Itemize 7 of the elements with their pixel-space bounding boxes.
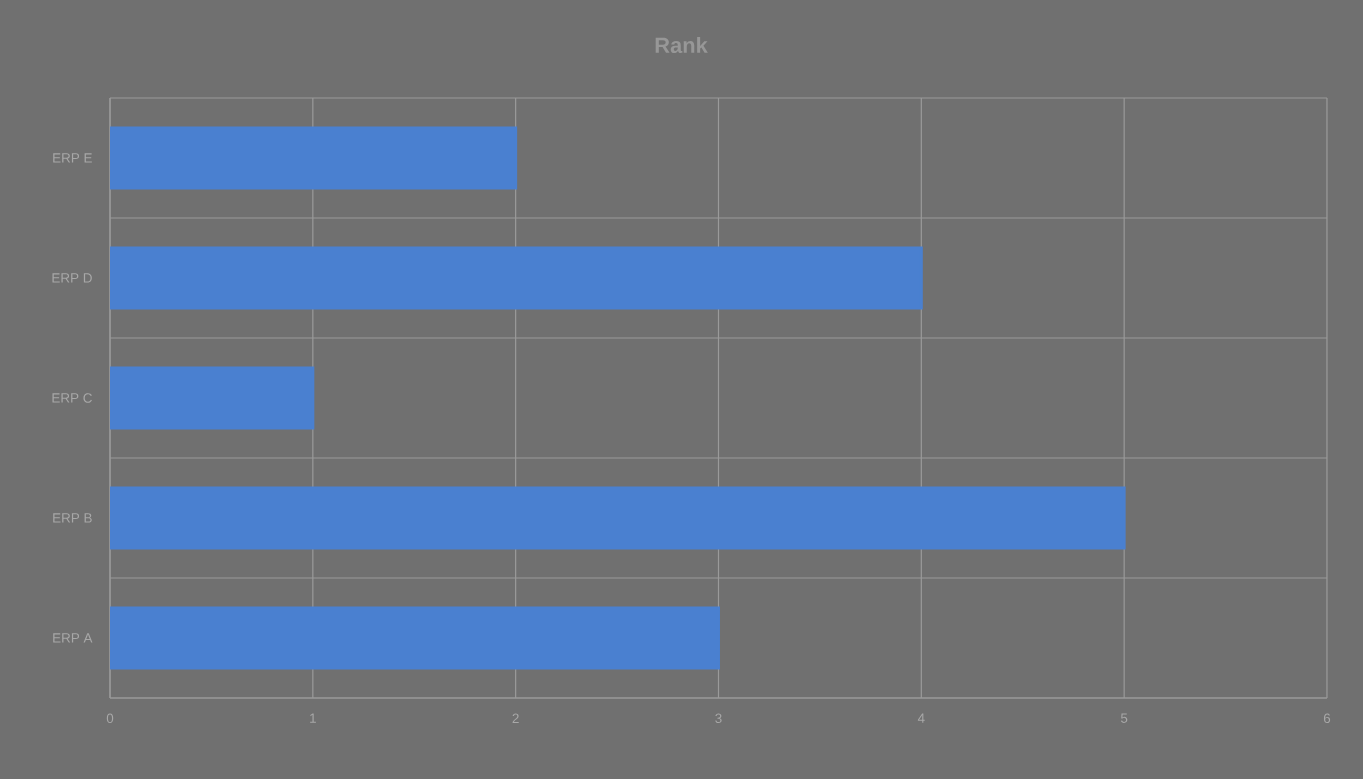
y-tick-label: ERP D <box>52 273 92 283</box>
x-tick-label: 5 <box>1120 713 1128 723</box>
x-tick-label: 2 <box>512 713 519 723</box>
x-tick-label: 0 <box>106 713 114 724</box>
y-tick-label: ERP A <box>53 633 93 643</box>
y-tick-label: ERP B <box>53 513 92 523</box>
x-tick-label: 6 <box>1323 713 1331 724</box>
